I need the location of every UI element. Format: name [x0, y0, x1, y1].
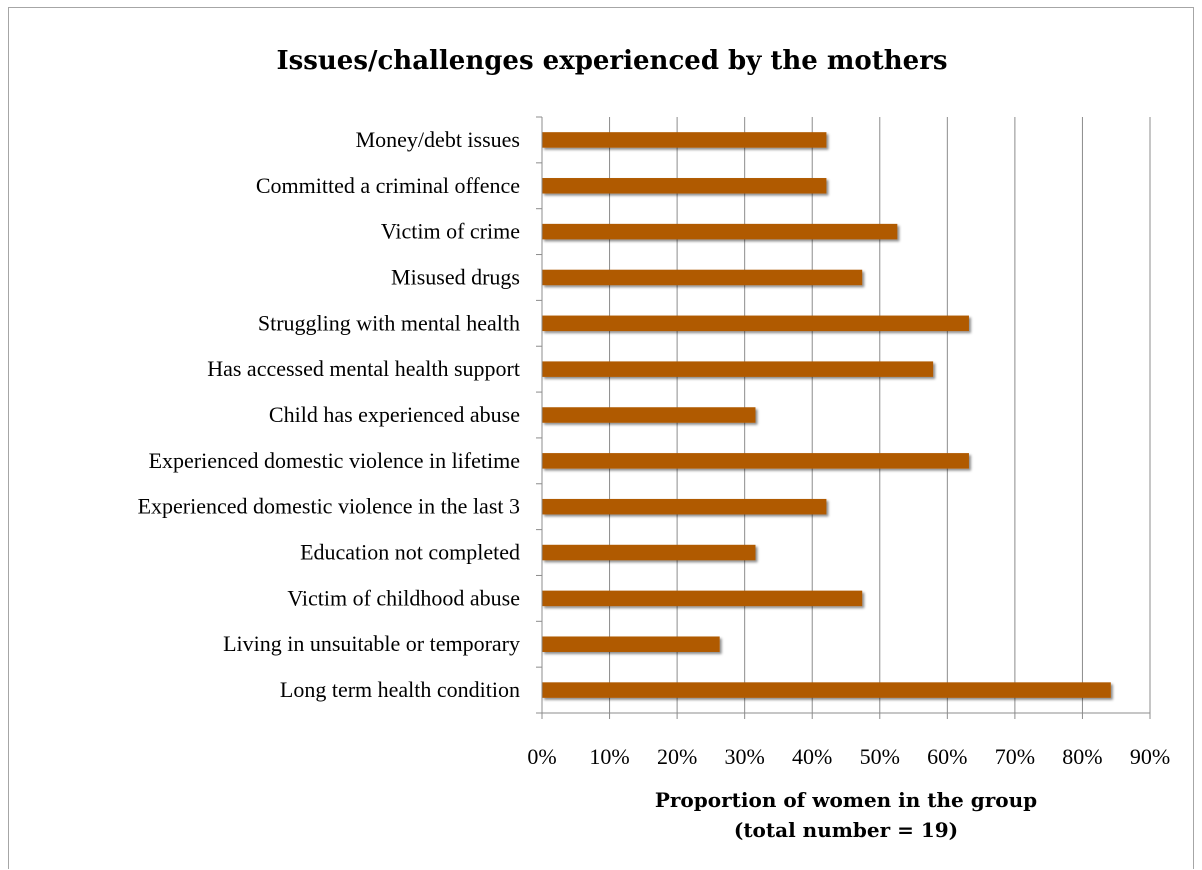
bar: [542, 407, 756, 423]
category-label: Committed a criminal offence: [256, 173, 520, 198]
bar: [542, 544, 756, 561]
x-tick-label: 90%: [1130, 744, 1170, 769]
x-tick-label: 20%: [657, 744, 697, 769]
gridlines: [609, 117, 1151, 713]
chart-title: Issues/challenges experienced by the mot…: [276, 46, 947, 76]
x-axis-label-line-2: (total number = 19): [734, 818, 958, 842]
bars: [542, 132, 1111, 698]
x-axis-label-line-1: Proportion of women in the group: [655, 788, 1037, 812]
bar: [542, 269, 863, 286]
category-label: Experienced domestic violence in lifetim…: [149, 448, 520, 473]
bar: [542, 178, 827, 194]
bar: [542, 361, 934, 377]
x-tick-label: 50%: [860, 744, 900, 769]
category-label: Money/debt issues: [356, 127, 520, 152]
bar: [542, 223, 898, 240]
category-label: Education not completed: [300, 540, 520, 565]
axes: [536, 116, 1151, 719]
bar: [542, 315, 969, 332]
bar: [542, 590, 863, 607]
x-tick-label: 70%: [995, 744, 1035, 769]
bar-chart: Issues/challenges experienced by the mot…: [138, 46, 1171, 842]
bar: [542, 453, 969, 469]
category-label: Has accessed mental health support: [207, 356, 520, 381]
category-label: Struggling with mental health: [258, 310, 520, 335]
x-tick-label: 80%: [1062, 744, 1102, 769]
bar: [542, 636, 720, 652]
bar: [542, 682, 1111, 698]
x-tick-label: 0%: [527, 744, 556, 769]
category-label: Living in unsuitable or temporary: [223, 631, 520, 656]
bar: [542, 498, 827, 515]
x-tick-label: 60%: [927, 744, 967, 769]
x-tick-label: 40%: [792, 744, 832, 769]
category-label: Misused drugs: [391, 264, 520, 289]
chart-frame: Issues/challenges experienced by the mot…: [8, 7, 1194, 869]
category-label: Child has experienced abuse: [269, 402, 520, 427]
bar: [542, 132, 827, 148]
x-tick-label: 30%: [725, 744, 765, 769]
x-tick-label: 10%: [589, 744, 629, 769]
category-label: Long term health condition: [280, 677, 520, 702]
category-labels: Money/debt issues Committed a criminal of…: [138, 127, 520, 702]
category-label: Victim of childhood abuse: [287, 585, 520, 610]
x-tick-labels: 0% 10% 20% 30% 40% 50% 60% 70% 80% 90%: [527, 744, 1170, 769]
category-label: Victim of crime: [381, 219, 520, 244]
category-label: Experienced domestic violence in the las…: [138, 494, 520, 519]
